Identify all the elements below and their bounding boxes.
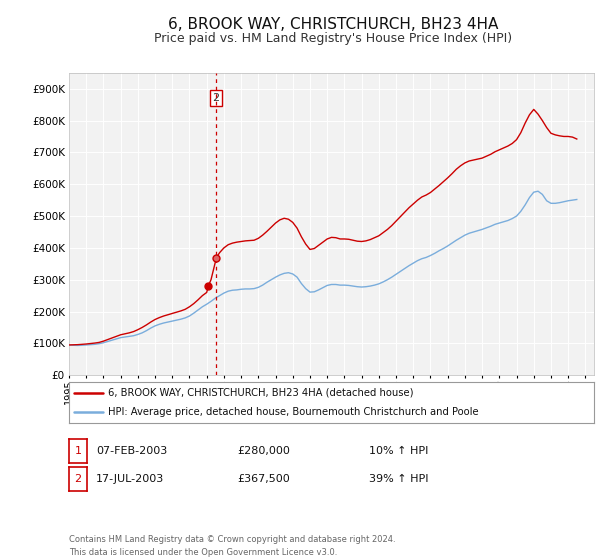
Text: 2: 2 xyxy=(212,94,220,103)
Text: £280,000: £280,000 xyxy=(237,446,290,456)
Text: 6, BROOK WAY, CHRISTCHURCH, BH23 4HA: 6, BROOK WAY, CHRISTCHURCH, BH23 4HA xyxy=(168,17,498,31)
Text: 39% ↑ HPI: 39% ↑ HPI xyxy=(369,474,428,484)
Text: 2: 2 xyxy=(74,474,82,484)
Text: HPI: Average price, detached house, Bournemouth Christchurch and Poole: HPI: Average price, detached house, Bour… xyxy=(109,407,479,417)
Text: 17-JUL-2003: 17-JUL-2003 xyxy=(96,474,164,484)
Text: 6, BROOK WAY, CHRISTCHURCH, BH23 4HA (detached house): 6, BROOK WAY, CHRISTCHURCH, BH23 4HA (de… xyxy=(109,388,414,398)
Text: Price paid vs. HM Land Registry's House Price Index (HPI): Price paid vs. HM Land Registry's House … xyxy=(154,31,512,45)
Text: 1: 1 xyxy=(74,446,82,456)
Text: 10% ↑ HPI: 10% ↑ HPI xyxy=(369,446,428,456)
Text: 07-FEB-2003: 07-FEB-2003 xyxy=(96,446,167,456)
Text: Contains HM Land Registry data © Crown copyright and database right 2024.
This d: Contains HM Land Registry data © Crown c… xyxy=(69,535,395,557)
Text: £367,500: £367,500 xyxy=(237,474,290,484)
